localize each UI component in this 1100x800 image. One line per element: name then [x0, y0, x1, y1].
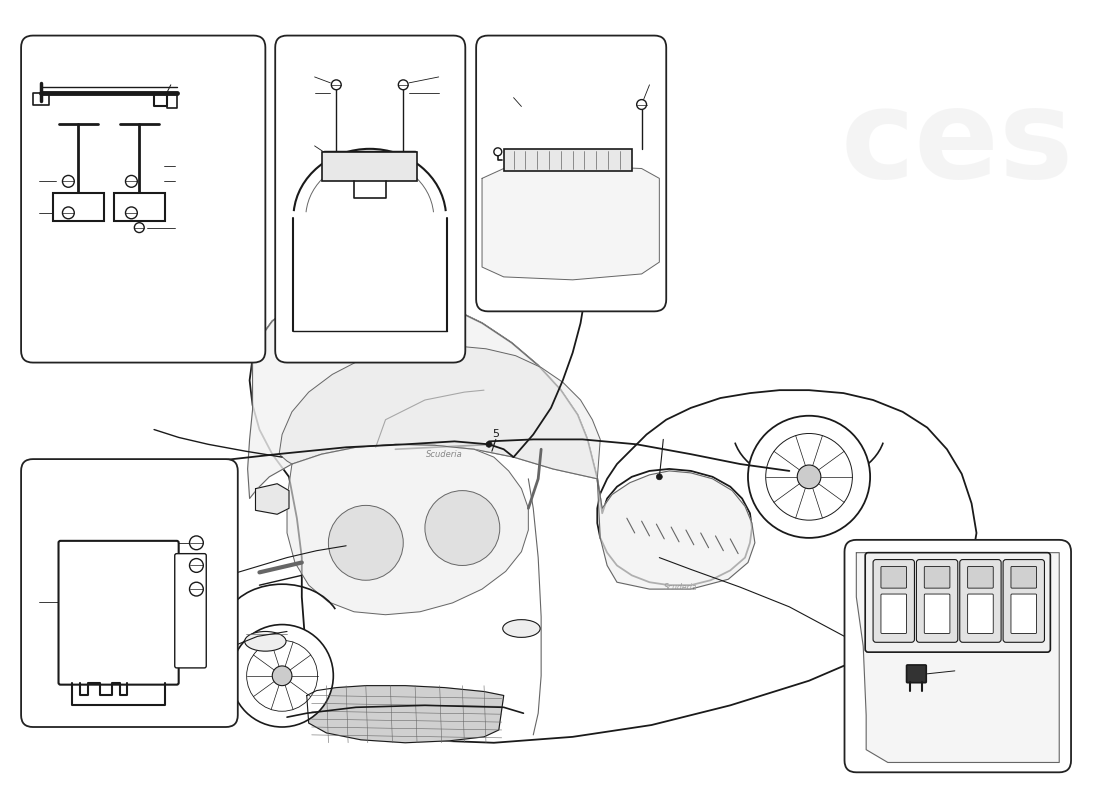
Polygon shape — [858, 550, 952, 602]
FancyBboxPatch shape — [1011, 566, 1036, 588]
Text: 8: 8 — [646, 72, 652, 82]
Polygon shape — [250, 292, 977, 742]
Circle shape — [189, 582, 204, 596]
Text: 9: 9 — [30, 222, 36, 233]
Circle shape — [748, 416, 870, 538]
Circle shape — [494, 148, 502, 156]
Polygon shape — [287, 444, 528, 614]
Text: 16: 16 — [294, 72, 307, 82]
FancyBboxPatch shape — [175, 554, 207, 668]
Text: 14: 14 — [23, 176, 36, 186]
Circle shape — [657, 474, 662, 480]
FancyBboxPatch shape — [275, 35, 465, 362]
Polygon shape — [597, 471, 755, 589]
Text: Scuderia: Scuderia — [664, 582, 697, 592]
FancyBboxPatch shape — [1003, 559, 1045, 642]
Text: 7: 7 — [955, 663, 961, 673]
Text: a passion for parts since 1985: a passion for parts since 1985 — [427, 470, 798, 586]
Text: 12: 12 — [23, 192, 36, 202]
FancyBboxPatch shape — [866, 553, 1050, 652]
Bar — [113, 193, 165, 221]
Circle shape — [63, 175, 75, 187]
Circle shape — [231, 625, 333, 727]
Circle shape — [246, 640, 318, 711]
Circle shape — [766, 434, 852, 520]
Text: 14: 14 — [177, 176, 190, 186]
Circle shape — [637, 99, 647, 110]
Text: Vale per USA e CDN: Vale per USA e CDN — [72, 294, 195, 305]
Bar — [504, 149, 631, 170]
Polygon shape — [307, 686, 504, 742]
Text: ces: ces — [840, 83, 1074, 205]
Text: 17: 17 — [294, 88, 307, 98]
Circle shape — [189, 536, 204, 550]
Polygon shape — [482, 166, 659, 280]
Text: 6: 6 — [510, 85, 517, 94]
Text: 16: 16 — [447, 72, 460, 82]
Polygon shape — [248, 292, 597, 498]
Bar — [53, 193, 103, 221]
FancyBboxPatch shape — [21, 459, 238, 727]
Circle shape — [134, 222, 144, 233]
Text: Valid for USA and CDN: Valid for USA and CDN — [64, 314, 204, 324]
Circle shape — [398, 80, 408, 90]
Polygon shape — [856, 553, 1059, 762]
Circle shape — [125, 207, 138, 218]
FancyBboxPatch shape — [968, 566, 993, 588]
FancyBboxPatch shape — [476, 35, 667, 311]
Circle shape — [425, 490, 499, 566]
Text: 13: 13 — [177, 193, 190, 203]
Polygon shape — [255, 484, 289, 514]
Polygon shape — [279, 346, 601, 478]
FancyBboxPatch shape — [58, 541, 178, 685]
FancyBboxPatch shape — [881, 594, 906, 634]
Text: Scuderia: Scuderia — [426, 450, 463, 458]
FancyBboxPatch shape — [906, 665, 926, 682]
Bar — [322, 152, 417, 182]
FancyBboxPatch shape — [21, 35, 265, 362]
Circle shape — [798, 465, 821, 489]
Circle shape — [189, 558, 204, 572]
FancyBboxPatch shape — [924, 566, 950, 588]
Text: 1: 1 — [30, 597, 36, 607]
Text: 15: 15 — [294, 141, 307, 151]
Text: 4: 4 — [144, 584, 151, 594]
FancyBboxPatch shape — [873, 559, 914, 642]
Text: 10: 10 — [177, 161, 190, 170]
FancyBboxPatch shape — [881, 566, 906, 588]
FancyBboxPatch shape — [968, 594, 993, 634]
Ellipse shape — [244, 631, 286, 651]
FancyBboxPatch shape — [916, 559, 958, 642]
FancyBboxPatch shape — [1011, 594, 1036, 634]
Circle shape — [63, 207, 75, 218]
Circle shape — [273, 666, 292, 686]
Text: 17: 17 — [447, 88, 460, 98]
Circle shape — [331, 80, 341, 90]
Text: 3: 3 — [144, 561, 151, 570]
Text: 5: 5 — [493, 430, 499, 439]
Circle shape — [125, 175, 138, 187]
Text: 11: 11 — [190, 72, 204, 82]
FancyBboxPatch shape — [845, 540, 1071, 772]
Circle shape — [329, 506, 404, 580]
FancyBboxPatch shape — [959, 559, 1001, 642]
Ellipse shape — [503, 620, 540, 638]
FancyBboxPatch shape — [924, 594, 950, 634]
Text: 2: 2 — [144, 538, 151, 548]
Circle shape — [486, 442, 492, 447]
